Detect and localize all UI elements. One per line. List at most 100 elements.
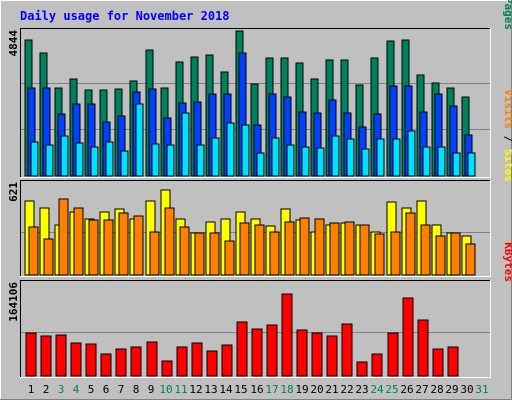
x-tick-label-day-17: 17 — [265, 383, 278, 396]
bar-kbytes-day-23 — [356, 361, 368, 377]
bar-sites-day-26 — [405, 212, 416, 276]
y-max-label-panel-3: 164106 — [7, 282, 20, 322]
bar-sites-day-18 — [284, 221, 295, 276]
x-tick-label-day-26: 26 — [400, 383, 413, 396]
bar-kbytes-day-18 — [281, 293, 293, 377]
x-tick-label-day-4: 4 — [73, 383, 80, 396]
bar-pages-day-26 — [407, 130, 416, 177]
x-tick-label-day-19: 19 — [295, 383, 308, 396]
bar-pages-day-2 — [45, 144, 54, 177]
bar-pages-day-12 — [196, 144, 205, 177]
x-tick-label-day-31: 31 — [475, 383, 488, 396]
bar-sites-day-1 — [28, 226, 39, 276]
bar-sites-day-10 — [164, 207, 175, 276]
bar-kbytes-day-19 — [296, 329, 308, 377]
bar-kbytes-day-9 — [146, 341, 158, 377]
bar-sites-day-29 — [450, 232, 461, 276]
bar-kbytes-day-14 — [221, 344, 233, 377]
bar-pages-day-6 — [105, 141, 114, 177]
bar-kbytes-day-11 — [176, 346, 188, 377]
bar-sites-day-14 — [224, 240, 235, 276]
bar-pages-day-15 — [241, 124, 250, 177]
x-tick-label-day-10: 10 — [159, 383, 172, 396]
x-tick-label-day-5: 5 — [88, 383, 95, 396]
x-tick-label-day-7: 7 — [118, 383, 125, 396]
x-tick-label-day-23: 23 — [355, 383, 368, 396]
bar-sites-day-19 — [299, 217, 310, 276]
bar-sites-day-28 — [435, 235, 446, 276]
x-tick-label-day-16: 16 — [250, 383, 263, 396]
bar-pages-day-19 — [301, 146, 310, 177]
x-tick-label-day-25: 25 — [385, 383, 398, 396]
bar-pages-day-5 — [90, 146, 99, 177]
bar-kbytes-day-16 — [251, 328, 263, 377]
bar-pages-day-29 — [452, 152, 461, 177]
bar-kbytes-day-4 — [70, 342, 82, 377]
x-tick-label-day-14: 14 — [219, 383, 233, 396]
bar-kbytes-day-10 — [161, 360, 173, 377]
bar-kbytes-day-15 — [236, 321, 248, 377]
x-tick-label-day-11: 11 — [174, 383, 187, 396]
bar-pages-day-10 — [166, 144, 175, 177]
x-tick-label-day-28: 28 — [430, 383, 443, 396]
x-tick-label-day-15: 15 — [234, 383, 247, 396]
bar-pages-day-1 — [30, 141, 39, 177]
legend-sites: Sites — [502, 149, 512, 182]
bar-pages-day-4 — [75, 142, 84, 177]
bar-pages-day-7 — [120, 150, 129, 177]
bar-kbytes-day-1 — [25, 332, 37, 377]
right-label-kbytes: KBytes — [502, 242, 512, 282]
bar-sites-day-20 — [314, 218, 325, 276]
bar-sites-day-3 — [58, 198, 69, 276]
x-tick-label-day-13: 13 — [204, 383, 217, 396]
bar-sites-day-21 — [329, 222, 340, 276]
x-tick-label-day-9: 9 — [148, 383, 155, 396]
bar-pages-day-11 — [181, 112, 190, 177]
x-tick-label-day-1: 1 — [28, 383, 35, 396]
bar-kbytes-day-17 — [266, 324, 278, 377]
y-max-label-panel-2: 621 — [7, 182, 20, 202]
y-max-label-panel-1: 4844 — [7, 30, 20, 57]
legend-pages: Pages — [502, 0, 512, 30]
x-tick-label-day-24: 24 — [370, 383, 384, 396]
bar-sites-day-23 — [359, 224, 370, 276]
bar-sites-day-27 — [420, 224, 431, 276]
bar-kbytes-day-27 — [417, 319, 429, 377]
bar-pages-day-25 — [392, 138, 401, 177]
bar-sites-day-25 — [390, 231, 401, 276]
bar-sites-day-16 — [254, 224, 265, 276]
bar-pages-day-18 — [286, 144, 295, 177]
bar-kbytes-day-12 — [191, 342, 203, 377]
bar-kbytes-day-7 — [115, 348, 127, 377]
bar-kbytes-day-6 — [100, 353, 112, 377]
bar-kbytes-day-26 — [402, 297, 414, 377]
bar-sites-day-17 — [269, 231, 280, 276]
bar-kbytes-day-25 — [387, 332, 399, 377]
bar-kbytes-day-20 — [311, 332, 323, 377]
bar-pages-day-8 — [135, 103, 144, 177]
bar-sites-day-22 — [344, 221, 355, 276]
right-label-hits-files-pages: Hits / Files / Pages — [502, 0, 512, 30]
x-tick-label-day-21: 21 — [325, 383, 338, 396]
bar-sites-day-15 — [239, 222, 250, 276]
bar-kbytes-day-29 — [447, 346, 459, 377]
bar-sites-day-30 — [465, 243, 476, 276]
x-tick-label-day-30: 30 — [460, 383, 473, 396]
bar-pages-day-9 — [151, 143, 160, 177]
chart-title: Daily usage for November 2018 — [20, 9, 230, 23]
bar-sites-day-12 — [194, 232, 205, 276]
x-tick-label-day-29: 29 — [445, 383, 458, 396]
x-tick-label-day-8: 8 — [133, 383, 140, 396]
bar-kbytes-day-22 — [341, 323, 353, 377]
bar-pages-day-27 — [422, 146, 431, 177]
bar-sites-day-4 — [73, 207, 84, 276]
bar-kbytes-day-13 — [206, 350, 218, 377]
legend-visits: Visits — [502, 89, 512, 129]
bar-kbytes-day-5 — [85, 343, 97, 377]
x-tick-label-day-2: 2 — [43, 383, 50, 396]
x-tick-label-day-3: 3 — [58, 383, 65, 396]
bar-pages-day-13 — [211, 137, 220, 177]
bar-kbytes-day-8 — [130, 346, 142, 377]
